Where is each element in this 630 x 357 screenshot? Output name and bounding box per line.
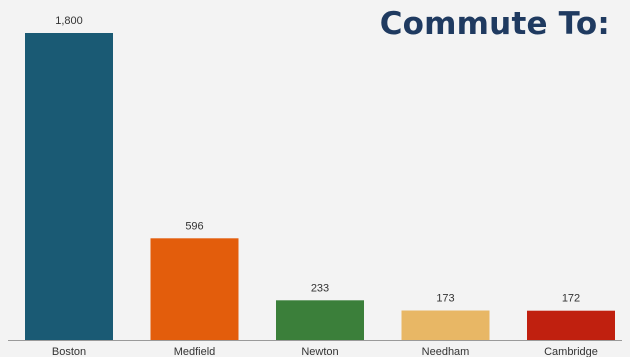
x-tick-label-boston: Boston [52,346,86,357]
x-tick-label-medfield: Medfield [174,346,216,357]
bar-cambridge [527,310,615,340]
data-label-needham: 173 [436,293,454,305]
bar-newton [276,300,364,340]
x-tick-label-cambridge: Cambridge [544,346,598,357]
bar-needham [401,310,490,340]
data-label-medfield: 596 [185,220,203,232]
data-label-boston: 1,800 [55,15,83,27]
bar-medfield [150,238,239,340]
bar-boston [25,33,113,340]
x-tick-label-newton: Newton [301,346,338,357]
data-label-cambridge: 172 [562,293,580,305]
data-label-newton: 233 [311,282,329,294]
chart-title: Commute To: [379,6,610,42]
x-tick-label-needham: Needham [422,346,470,357]
